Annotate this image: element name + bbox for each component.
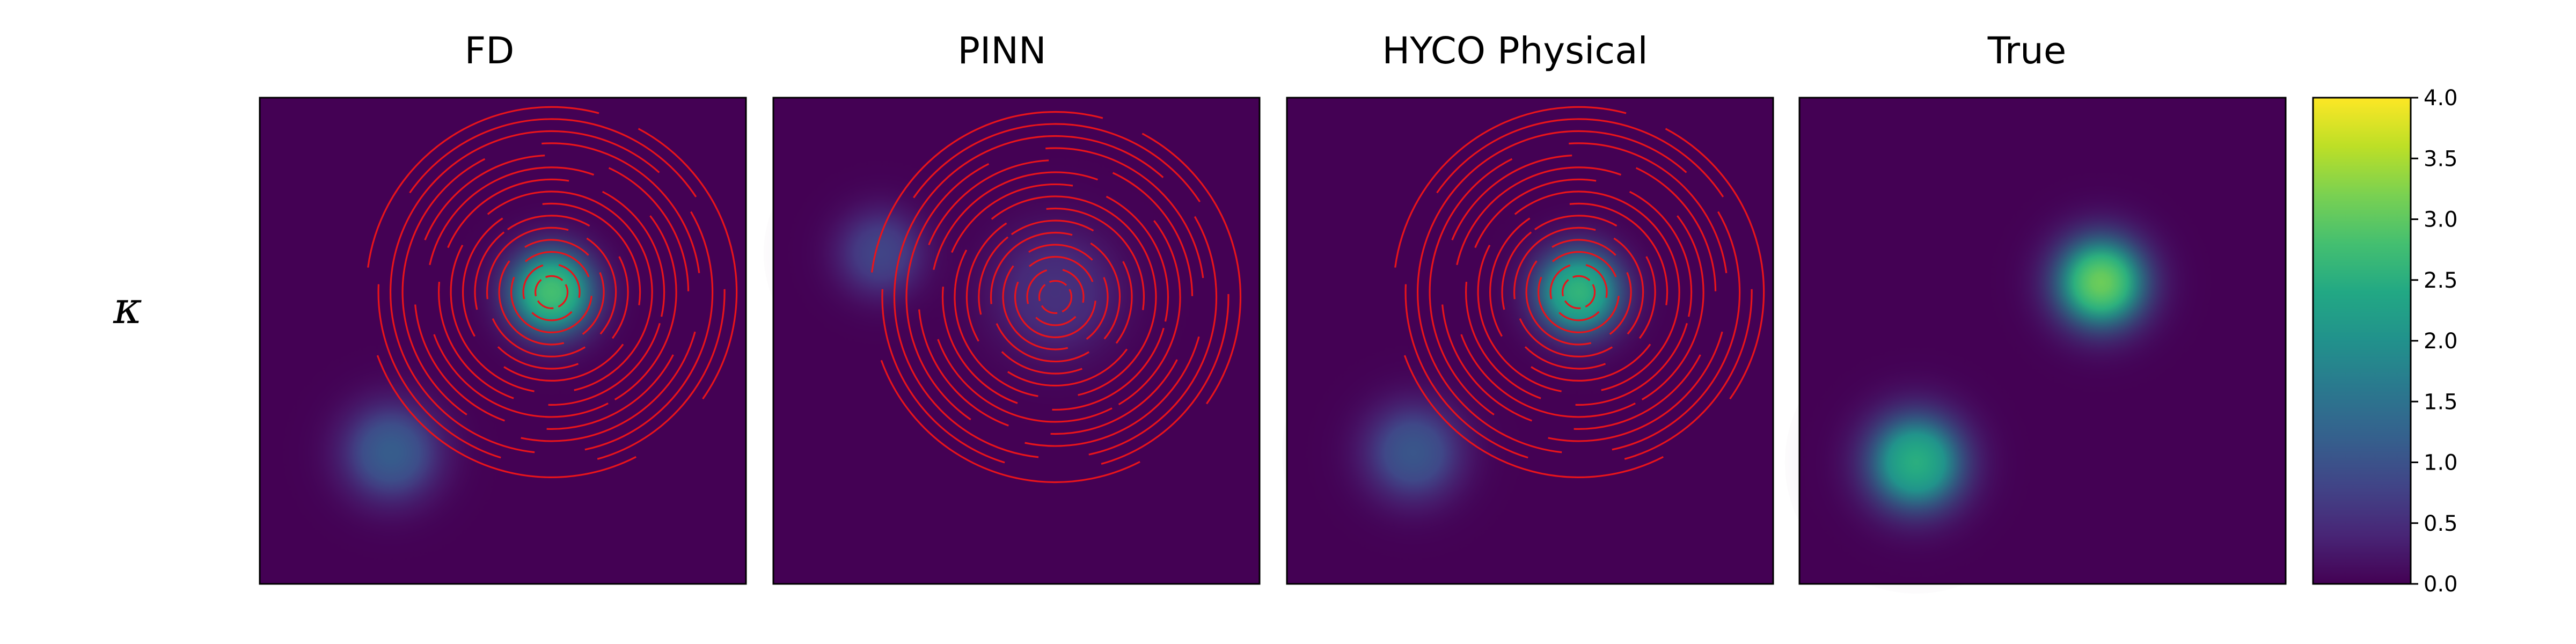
colorbar-tick-label: 1.5 <box>2424 390 2458 414</box>
contour-ring <box>954 195 1157 399</box>
panel-title-fd: FD <box>465 30 515 72</box>
contour-ring <box>1453 166 1704 418</box>
contour-ring <box>462 202 641 382</box>
contour-ring <box>534 275 569 310</box>
colorbar-tick-label: 1.0 <box>2424 451 2458 475</box>
panel-title-pinn: PINN <box>957 30 1046 72</box>
contour-ring <box>978 219 1133 375</box>
contour-ring <box>450 191 653 394</box>
panel-fd: FD <box>259 30 747 585</box>
row-label-kappa: κ <box>113 283 142 334</box>
contour-ring <box>437 178 665 406</box>
contour-ring <box>941 183 1169 411</box>
heatmap-blob <box>763 136 997 370</box>
contour-ring <box>1404 118 1753 466</box>
panel-title-true: True <box>1987 30 2067 72</box>
contour-ring <box>917 159 1194 435</box>
contour-ring <box>1417 130 1741 455</box>
panel-title-hyco-physical: HYCO Physical <box>1382 30 1648 72</box>
contour-ring <box>1501 215 1656 370</box>
colorbar-gradient <box>2313 98 2411 584</box>
contour-ring <box>474 215 629 370</box>
frame-pinn <box>772 97 1261 585</box>
panel-true: True <box>1784 30 2287 594</box>
contour-ring <box>1026 268 1085 326</box>
colorbar-tick-label: 0.0 <box>2424 572 2458 597</box>
heatmap-blob <box>435 175 669 409</box>
contour-ring <box>510 251 593 334</box>
contour-ring <box>905 147 1205 447</box>
colorbar-tick-label: 3.0 <box>2424 208 2458 232</box>
contour-ring <box>1393 106 1765 479</box>
contour-ring <box>1014 255 1097 339</box>
contour-ring <box>1489 202 1668 382</box>
contour-ring <box>1525 239 1632 346</box>
heatmap-blob <box>1462 175 1696 409</box>
frame-hyco-physical <box>1286 97 1774 585</box>
colorbar: 0.0 0.5 1.0 1.5 2.0 2.5 3.0 3.5 4.0 <box>2312 86 2458 597</box>
contour-ring <box>389 130 714 455</box>
heatmap-fd <box>260 98 746 584</box>
contour-ring <box>1477 191 1680 394</box>
contour-ring <box>401 142 701 442</box>
contour-ring <box>486 226 617 358</box>
contour-ring <box>869 111 1242 484</box>
colorbar-tick-label: 4.0 <box>2424 86 2458 111</box>
contour-ring <box>498 239 605 346</box>
panel-hyco-physical: HYCO Physical <box>1282 30 1774 585</box>
contour-ring <box>1562 275 1596 310</box>
frame-fd <box>259 97 747 585</box>
colorbar-tick-label: 0.5 <box>2424 511 2458 536</box>
contour-ring <box>1538 251 1620 334</box>
colorbar-ticks: 0.0 0.5 1.0 1.5 2.0 2.5 3.0 3.5 4.0 <box>2411 86 2458 597</box>
contour-ring <box>893 135 1218 459</box>
contour-ring <box>1549 263 1608 321</box>
heatmap-blob <box>260 321 523 584</box>
contour-ring <box>413 154 690 430</box>
frame-true <box>1798 97 2287 585</box>
contour-ring <box>377 118 726 466</box>
contour-lines <box>869 111 1242 484</box>
heatmap-true <box>1784 98 2286 594</box>
contour-ring <box>990 231 1121 363</box>
contour-ring <box>426 166 677 418</box>
heatmap-hyco-physical <box>1282 98 1773 584</box>
contour-ring <box>365 106 738 479</box>
contour-ring <box>881 123 1230 471</box>
contour-ring <box>1429 142 1729 442</box>
contour-ring <box>1002 244 1109 350</box>
heatmap-pinn <box>763 98 1260 584</box>
heatmap-blob <box>1977 158 2225 407</box>
colorbar-tick-label: 2.5 <box>2424 268 2458 293</box>
contour-ring <box>1465 178 1693 406</box>
panel-pinn: PINN <box>763 30 1261 585</box>
contour-ring <box>930 171 1181 423</box>
contour-ring <box>522 263 581 321</box>
contour-ring <box>1038 280 1073 314</box>
contour-ring <box>1513 226 1644 358</box>
colorbar-tick-label: 2.0 <box>2424 329 2458 354</box>
colorbar-tick-label: 3.5 <box>2424 147 2458 171</box>
contour-lines <box>365 106 738 479</box>
contour-ring <box>965 207 1145 387</box>
heatmap-blob <box>1784 331 2048 594</box>
